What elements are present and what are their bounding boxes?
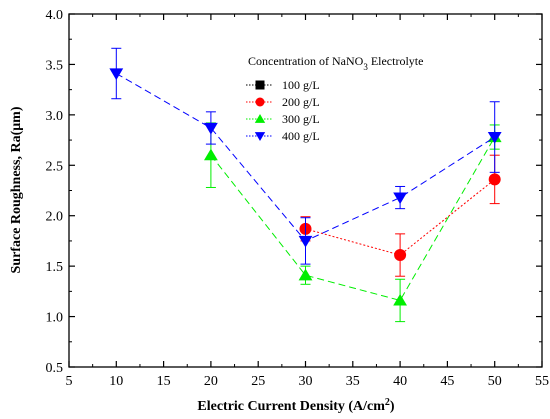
data-point [394, 249, 407, 262]
data-point [487, 131, 502, 144]
x-tick-label: 15 [157, 374, 171, 389]
data-point [298, 268, 313, 281]
series-2 [204, 122, 502, 323]
x-axis-title-main: Electric Current Density (A/cm [197, 399, 385, 414]
legend-marker [254, 114, 266, 123]
legend-label: 300 g/L [282, 112, 320, 126]
x-axis-title: Electric Current Density (A/cm2) [197, 397, 395, 415]
x-tick-label: 35 [346, 374, 360, 389]
x-tick-label: 45 [440, 374, 454, 389]
data-point [393, 192, 407, 205]
legend-label: 100 g/L [282, 78, 320, 92]
legend-label: 400 g/L [282, 129, 320, 143]
legend-entry: 100 g/L [246, 78, 320, 92]
series-3 [109, 47, 502, 265]
plot-frame [68, 13, 543, 368]
x-tick-label: 20 [204, 374, 218, 389]
data-point [393, 293, 407, 306]
x-tick-label: 30 [299, 374, 313, 389]
data-point [488, 173, 501, 186]
y-tick-labels: 0.5 1.0 1.5 2.0 2.5 3.0 3.5 4.0 [46, 8, 64, 376]
x-tick-label: 40 [393, 374, 407, 389]
data-point [109, 68, 124, 81]
series-1 [299, 154, 501, 277]
y-tick-label: 0.5 [46, 361, 64, 376]
y-tick-label: 2.5 [46, 159, 64, 174]
y-tick-label: 3.0 [46, 109, 64, 124]
x-tick-label: 25 [251, 374, 265, 389]
legend-marker [255, 80, 265, 90]
x-tick-label: 10 [109, 374, 123, 389]
x-tick-label: 50 [488, 374, 502, 389]
y-axis-title: Surface Roughness, Ra(μm) [9, 106, 24, 273]
y-tick-label: 3.5 [46, 58, 64, 73]
legend-entry: 300 g/L [246, 112, 320, 126]
x-tick-labels: 5 10 15 20 25 30 35 40 45 50 55 [66, 374, 550, 389]
legend-marker [254, 132, 266, 141]
legend-entries: 100 g/L 200 g/L 300 g/L 400 g/L [246, 78, 320, 143]
legend-title: Concentration of NaNO3 Electrolyte [248, 54, 423, 72]
y-tick-label: 1.5 [46, 260, 64, 275]
series-layer [109, 47, 502, 323]
x-axis-title-sup: 2 [385, 397, 390, 408]
legend: Concentration of NaNO3 Electrolyte 100 g… [246, 54, 423, 143]
y-tick-label: 2.0 [46, 210, 64, 225]
x-tick-label: 55 [535, 374, 549, 389]
legend-marker [255, 97, 265, 107]
legend-entry: 200 g/L [246, 95, 320, 109]
series-line [305, 179, 496, 256]
y-tick-label: 4.0 [46, 8, 64, 23]
series-line [210, 136, 496, 302]
data-point [204, 148, 218, 161]
data-point [298, 235, 313, 248]
legend-title-sub: 3 [363, 62, 368, 72]
legend-title-main: Concentration of NaNO [248, 54, 364, 68]
data-point [204, 122, 218, 135]
x-axis-title-end: ) [390, 399, 395, 414]
x-tick-label: 5 [66, 374, 73, 389]
y-tick-label: 1.0 [46, 311, 64, 326]
legend-label: 200 g/L [282, 95, 320, 109]
legend-entry: 400 g/L [246, 129, 320, 143]
legend-title-end: Electrolyte [368, 54, 424, 68]
